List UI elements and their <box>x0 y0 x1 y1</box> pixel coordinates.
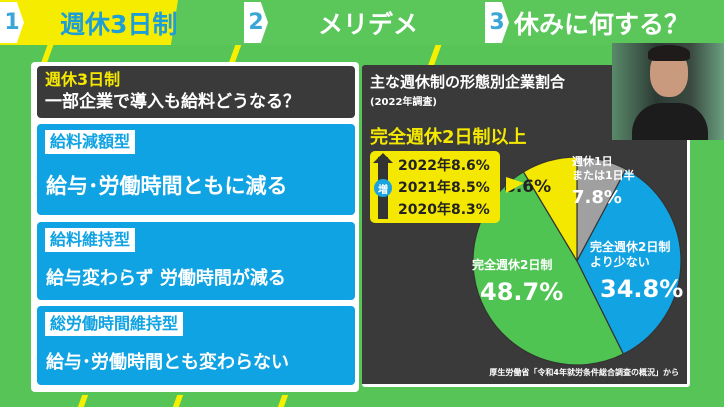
tab-2[interactable]: メリデメ <box>318 9 419 39</box>
slice-label: または1日半 <box>572 168 635 182</box>
up-arrow-head <box>373 153 393 163</box>
pie-slice <box>522 156 578 264</box>
slice-label: より少ない <box>590 254 650 269</box>
decor-stripe <box>77 395 89 407</box>
slice-label: 完全週休2日制 <box>472 257 552 272</box>
type-text: 給与変わらず 労働時間が減る <box>46 268 286 289</box>
type-tag: 総労働時間維持型 <box>45 312 184 336</box>
type-text: 給与･労働時間ともに減る <box>46 174 288 198</box>
presenter-video-inset <box>612 43 724 140</box>
presenter-hair <box>648 45 690 61</box>
active-tab-bg <box>0 0 178 45</box>
slice-label: 完全週休2日制 <box>590 239 670 254</box>
decor-stripe <box>172 395 184 407</box>
type-card-pay-maintained: 給料維持型 給与変わらず 労働時間が減る <box>37 222 355 300</box>
tab-3[interactable]: 休みに何する？ <box>514 9 690 39</box>
panel-subtitle: 一部企業で導入も給料どうなる？ <box>45 92 300 112</box>
panel-title: 週休3日制 <box>45 70 121 89</box>
increase-badge: 増 <box>374 179 392 197</box>
salary-types-panel: 週休3日制 一部企業で導入も給料どうなる？ 給料減額型 給与･労働時間ともに減る… <box>31 62 359 392</box>
callout-pointer <box>506 177 524 193</box>
chart-subtitle: (2022年調査) <box>370 97 437 108</box>
slice-value-label: 34.8% <box>600 275 683 303</box>
presenter-body <box>632 103 708 140</box>
panel-header: 週休3日制 一部企業で導入も給料どうなる？ <box>37 66 355 118</box>
chart-title: 主な週休制の形態別企業割合 <box>370 73 566 91</box>
tab-2-number: 2 <box>244 2 268 43</box>
tab-3-number: 3 <box>485 2 509 43</box>
type-tag: 給料維持型 <box>45 228 136 252</box>
type-tag: 給料減額型 <box>45 130 136 154</box>
type-card-reduced-pay: 給料減額型 給与･労働時間ともに減る <box>37 124 355 215</box>
highlight-label: 完全週休2日制以上 <box>370 127 527 148</box>
pie-slice <box>576 168 682 355</box>
source-note: 厚生労働省「令和4年就労条件総合調査の概況」から <box>489 368 679 377</box>
decor-stripe <box>277 395 289 407</box>
slice-value-label: 48.7% <box>480 278 563 306</box>
trend-row: 2020年8.3% <box>398 202 490 218</box>
decor-stripe <box>228 45 242 63</box>
pie-chart: 週休1日または1日半7.8%完全週休2日制より少ない34.8%完全週休2日制48… <box>472 154 683 366</box>
type-text: 給与･労働時間とも変わらない <box>46 352 289 373</box>
trend-row: 2022年8.6% <box>398 158 490 174</box>
tab-1[interactable]: 週休3日制 <box>60 9 178 39</box>
type-card-hours-maintained: 総労働時間維持型 給与･労働時間とも変わらない <box>37 306 355 385</box>
trend-callout: 増 2022年8.6% 2021年8.5% 2020年8.3% <box>370 151 500 223</box>
trend-row: 2021年8.5% <box>398 180 490 196</box>
slice-label: 週休1日 <box>572 154 613 168</box>
topic-nav-bar: 1 週休3日制 2 メリデメ 3 休みに何する？ <box>0 0 724 45</box>
slice-value-label: 7.8% <box>572 187 622 208</box>
